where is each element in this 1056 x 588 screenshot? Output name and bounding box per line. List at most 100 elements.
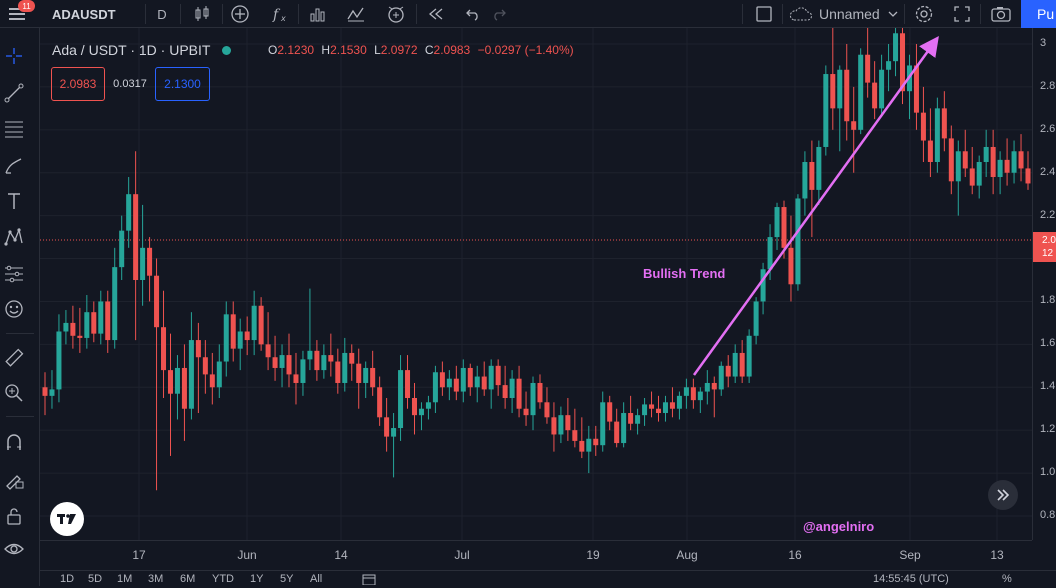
price-tick-label: 1.2	[1040, 423, 1056, 436]
candle-body	[516, 378, 522, 409]
candle	[181, 344, 187, 441]
price-tick-label: 2.6	[1040, 122, 1056, 135]
symbol-search[interactable]: ADAUSDT	[52, 6, 116, 22]
candle-body	[314, 350, 320, 371]
templates-icon[interactable]	[342, 0, 370, 28]
alert-icon[interactable]	[382, 0, 410, 28]
menu-icon[interactable]	[0, 0, 34, 28]
interval-button[interactable]: D	[157, 6, 167, 22]
candle	[474, 365, 480, 403]
layout-name-button[interactable]: Unnamed	[788, 0, 898, 28]
crosshair-icon[interactable]	[0, 42, 28, 70]
candle	[195, 322, 201, 414]
open-value: 2.1230	[277, 43, 315, 57]
fib-retracement-icon[interactable]	[0, 114, 28, 142]
candle-body	[774, 207, 780, 238]
candle	[467, 363, 473, 396]
candle	[77, 307, 83, 353]
prediction-icon[interactable]	[0, 259, 28, 287]
scroll-to-realtime-button[interactable]	[988, 480, 1018, 510]
redo-icon[interactable]	[486, 0, 514, 28]
publish-button[interactable]: Pu	[1021, 0, 1056, 28]
bars-icon[interactable]	[304, 0, 332, 28]
zoom-in-icon[interactable]	[0, 379, 28, 407]
candle	[711, 376, 717, 418]
candle	[642, 398, 648, 426]
camera-icon[interactable]	[986, 0, 1016, 28]
date-range-icon[interactable]	[362, 573, 376, 588]
candle	[774, 202, 780, 250]
price-tick-label: 1.8	[1040, 294, 1056, 307]
trend-annotation[interactable]: Bullish Trend	[643, 266, 726, 281]
time-tick-label: 17	[132, 548, 146, 562]
candle	[112, 247, 118, 349]
layout-icon[interactable]	[750, 0, 778, 28]
percent-toggle[interactable]: %	[1002, 573, 1012, 585]
candles-icon[interactable]	[188, 0, 216, 28]
candle-body	[642, 404, 648, 416]
candle	[662, 395, 668, 422]
candle-body	[425, 402, 431, 409]
lock-icon[interactable]	[0, 502, 28, 530]
candle-body	[286, 355, 292, 375]
candle-body	[370, 367, 376, 388]
candle-body	[216, 361, 222, 388]
low-label: L	[374, 43, 381, 57]
time-axis[interactable]	[40, 540, 1032, 570]
tradingview-logo[interactable]	[50, 502, 84, 536]
candle	[293, 352, 299, 405]
range-1y[interactable]: 1Y	[250, 573, 264, 585]
range-ytd[interactable]: YTD	[212, 573, 234, 585]
candle-body	[551, 417, 557, 435]
candle	[607, 395, 613, 431]
range-1d[interactable]: 1D	[60, 573, 75, 585]
ruler-icon[interactable]	[0, 344, 28, 372]
magnet-icon[interactable]	[0, 428, 28, 456]
price-axis[interactable]	[1032, 28, 1056, 540]
candle-body	[63, 322, 69, 332]
add-indicator-icon[interactable]	[226, 0, 254, 28]
replay-icon[interactable]	[422, 0, 450, 28]
candle	[565, 398, 571, 441]
trend-line-icon[interactable]	[0, 79, 28, 107]
candle-body	[293, 374, 299, 383]
open-label: O	[268, 43, 278, 57]
candle-body	[530, 382, 536, 416]
chart-pane[interactable]	[40, 11, 1032, 540]
buy-price-box[interactable]: 2.1300	[155, 67, 210, 101]
candle	[314, 340, 320, 381]
candle-body	[746, 335, 752, 377]
trend-arrow[interactable]	[692, 35, 939, 376]
candle	[167, 333, 173, 456]
candle	[816, 140, 822, 205]
candle-body	[669, 402, 675, 409]
candle-body	[781, 207, 787, 248]
emoji-icon[interactable]	[0, 295, 28, 323]
candle	[732, 344, 738, 383]
cloud-icon	[789, 7, 812, 21]
gear-icon[interactable]	[910, 0, 938, 28]
clock[interactable]: 14:55:45 (UTC)	[873, 573, 949, 585]
range-5y[interactable]: 5Y	[280, 573, 294, 585]
fullscreen-icon[interactable]	[948, 0, 976, 28]
range-1m[interactable]: 1M	[117, 573, 133, 585]
candle	[948, 125, 954, 195]
range-3m[interactable]: 3M	[148, 573, 164, 585]
text-tool-icon[interactable]	[0, 187, 28, 215]
lock-drawings-icon[interactable]	[0, 465, 28, 493]
eye-icon[interactable]	[0, 535, 28, 563]
candle-body	[913, 65, 919, 113]
candle	[265, 312, 271, 371]
candle-body	[307, 350, 313, 360]
range-6m[interactable]: 6M	[180, 573, 196, 585]
candle	[84, 295, 90, 349]
pattern-icon[interactable]	[0, 223, 28, 251]
candle	[42, 372, 48, 416]
brush-icon[interactable]	[0, 152, 28, 180]
undo-icon[interactable]	[458, 0, 486, 28]
candle-body	[886, 61, 892, 70]
range-all[interactable]: All	[310, 573, 323, 585]
sell-price-box[interactable]: 2.0983	[51, 67, 105, 101]
range-5d[interactable]: 5D	[88, 573, 103, 585]
